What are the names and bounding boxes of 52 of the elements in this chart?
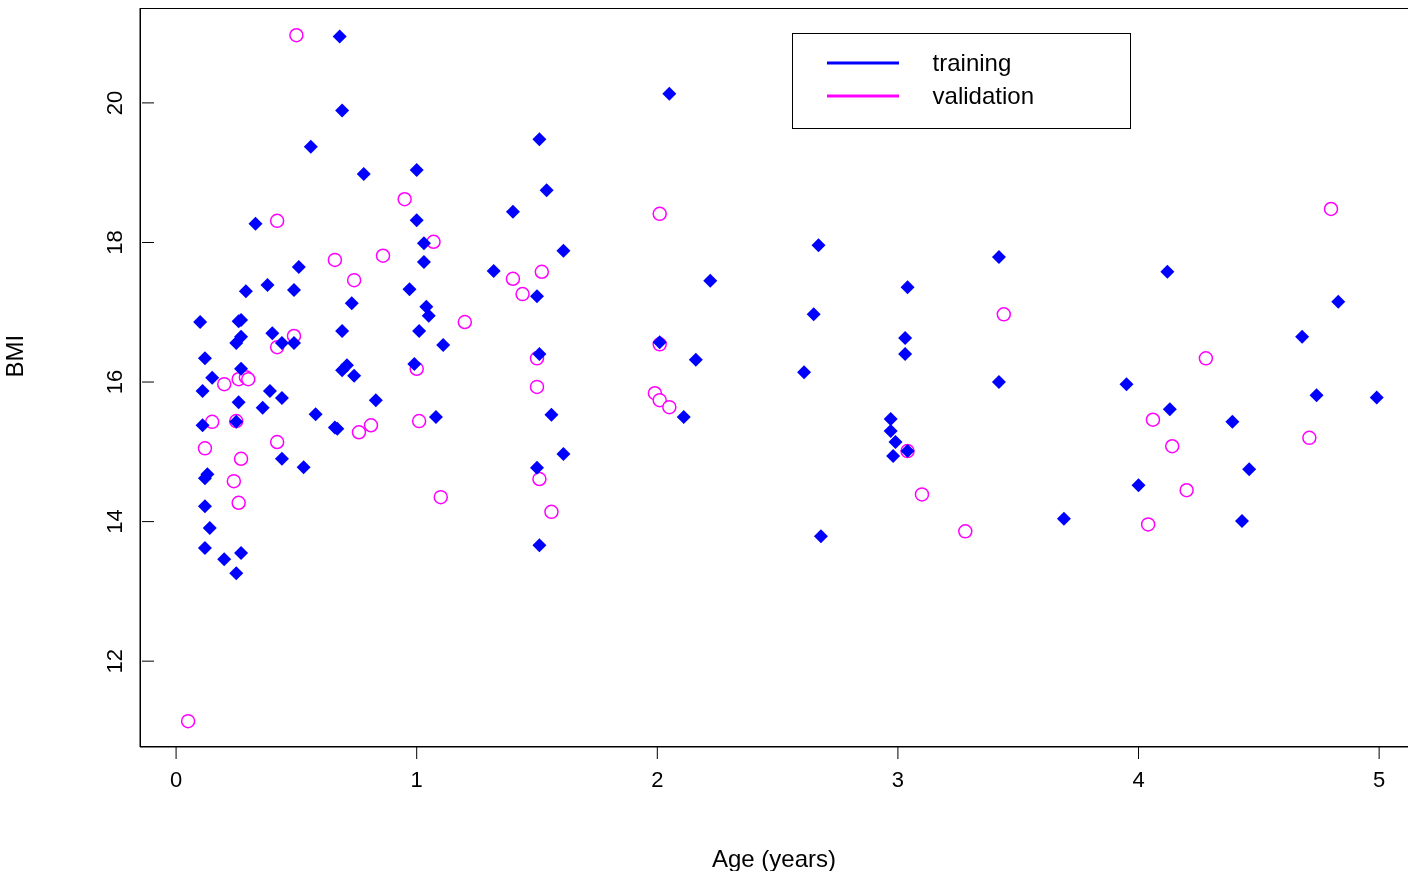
point bbox=[197, 441, 213, 456]
point bbox=[269, 213, 285, 229]
point bbox=[914, 487, 930, 502]
point bbox=[529, 379, 545, 395]
point bbox=[532, 471, 547, 487]
point bbox=[433, 489, 449, 505]
point bbox=[544, 504, 559, 520]
x-tick-label: 3 bbox=[891, 766, 905, 792]
point bbox=[515, 286, 530, 302]
point bbox=[233, 451, 249, 467]
point bbox=[1164, 438, 1180, 454]
point bbox=[204, 414, 220, 430]
point bbox=[652, 392, 667, 408]
y-tick-label: 18 bbox=[102, 230, 127, 255]
point bbox=[457, 314, 473, 330]
y-tick-label: 20 bbox=[102, 90, 127, 116]
x-tick-label: 4 bbox=[1132, 766, 1145, 792]
y-tick-label: 12 bbox=[102, 648, 127, 674]
point bbox=[534, 264, 550, 280]
point bbox=[996, 307, 1012, 322]
point bbox=[1140, 517, 1156, 532]
point bbox=[289, 27, 304, 43]
x-tick-label: 1 bbox=[410, 766, 423, 792]
point bbox=[363, 418, 379, 433]
point bbox=[231, 495, 246, 511]
point bbox=[216, 376, 232, 392]
point bbox=[180, 713, 196, 729]
y-tick-label: 16 bbox=[102, 369, 127, 395]
y-tick-label: 14 bbox=[102, 509, 127, 534]
point bbox=[327, 252, 343, 268]
point bbox=[397, 191, 412, 207]
point bbox=[1198, 351, 1214, 366]
legend-label: training bbox=[932, 48, 1012, 77]
point bbox=[375, 248, 391, 263]
x-tick-label: 2 bbox=[651, 766, 664, 792]
legend-label: validation bbox=[932, 81, 1034, 110]
point bbox=[346, 272, 362, 288]
point bbox=[1145, 412, 1161, 427]
point bbox=[411, 413, 427, 429]
point bbox=[505, 271, 521, 287]
point bbox=[1323, 201, 1339, 217]
point bbox=[958, 524, 973, 539]
point bbox=[351, 425, 367, 440]
point bbox=[652, 206, 667, 222]
point bbox=[269, 434, 285, 450]
point bbox=[662, 399, 677, 415]
x-tick-label: 0 bbox=[169, 766, 183, 792]
y-axis-title: BMI bbox=[0, 334, 28, 378]
point bbox=[1302, 430, 1317, 446]
point bbox=[1179, 482, 1194, 498]
point bbox=[226, 473, 242, 489]
x-tick-label: 5 bbox=[1373, 766, 1386, 792]
